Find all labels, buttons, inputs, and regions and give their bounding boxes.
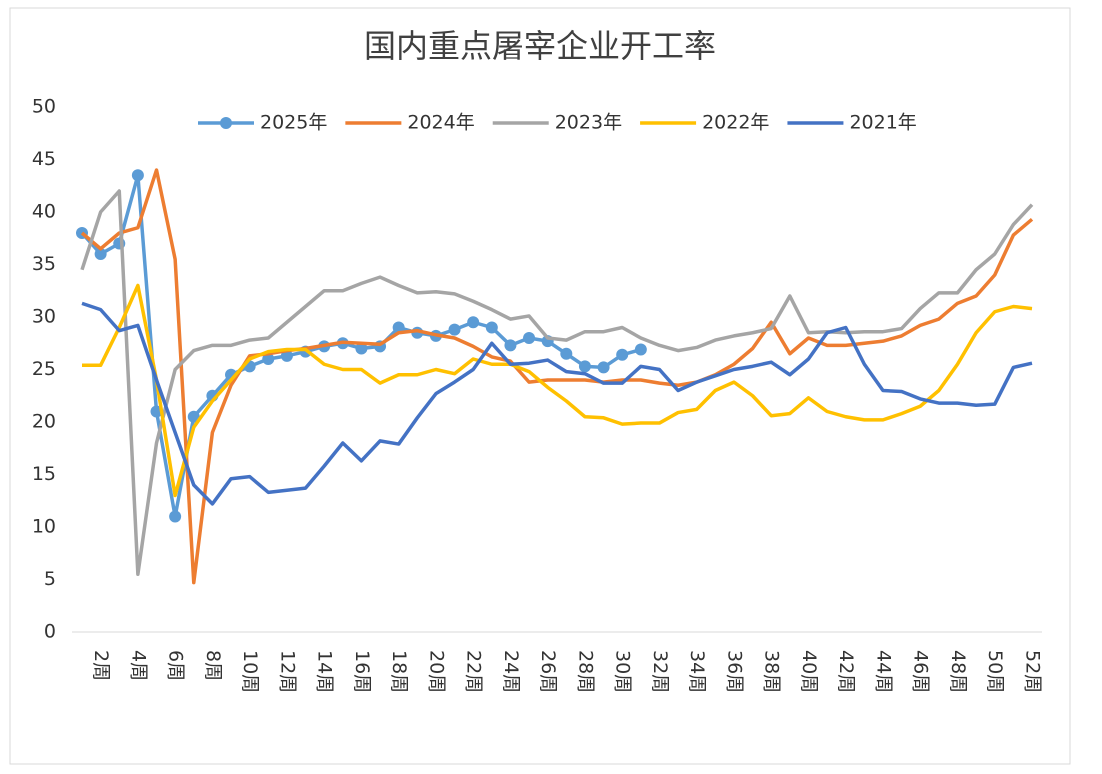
point [597, 361, 610, 374]
x-tick-label: 2周 [90, 650, 112, 681]
series-line [80, 189, 1034, 576]
y-tick-label: 35 [32, 253, 56, 275]
legend-label: 2021年 [849, 112, 916, 134]
y-tick-label: 0 [44, 621, 56, 643]
point [392, 321, 405, 334]
y-tick-label: 30 [32, 306, 56, 328]
point [262, 353, 275, 365]
x-tick-label: 44周 [872, 650, 894, 693]
y-tick-label: 25 [32, 358, 56, 380]
y-tick-label: 10 [32, 516, 56, 538]
x-tick-label: 28周 [574, 650, 596, 693]
point [578, 360, 591, 373]
legend-label: 2023年 [555, 112, 622, 134]
y-tick-label: 50 [32, 96, 56, 118]
y-tick-label: 40 [32, 201, 56, 223]
point [131, 169, 144, 182]
x-tick-label: 8周 [202, 650, 224, 681]
chart-frame [9, 7, 1071, 765]
y-tick-label: 20 [32, 411, 56, 433]
x-tick-label: 48周 [947, 650, 969, 693]
x-tick-label: 32周 [649, 650, 671, 693]
x-tick-label: 42周 [835, 650, 857, 693]
point [504, 339, 517, 352]
point [616, 348, 629, 361]
x-tick-label: 34周 [686, 650, 708, 693]
point [467, 316, 480, 329]
series-line [82, 283, 1033, 498]
x-tick-label: 22周 [463, 650, 485, 693]
x-tick-label: 6周 [165, 650, 187, 681]
point [169, 510, 182, 523]
y-tick-label: 5 [44, 568, 56, 590]
point [355, 342, 368, 355]
x-tick-label: 12周 [276, 650, 298, 693]
x-tick-label: 50周 [984, 650, 1006, 693]
x-tick-label: 46周 [910, 650, 932, 693]
legend-marker [220, 117, 232, 129]
point [523, 332, 536, 344]
x-tick-label: 40周 [798, 650, 820, 693]
x-tick-label: 36周 [723, 650, 745, 693]
point [94, 248, 107, 260]
legend-label: 2025年 [260, 112, 327, 134]
x-tick-label: 18周 [388, 650, 410, 693]
x-tick-label: 30周 [612, 650, 634, 693]
x-tick-label: 24周 [500, 650, 522, 693]
point [634, 343, 647, 356]
point [187, 410, 200, 423]
chart-title: 国内重点屠宰企业开工率 [364, 27, 716, 65]
point [560, 347, 573, 360]
x-tick-label: 16周 [351, 650, 373, 693]
y-tick-label: 45 [32, 148, 56, 170]
x-tick-label: 52周 [1022, 650, 1044, 693]
x-tick-label: 4周 [127, 650, 149, 681]
x-tick-label: 20周 [425, 650, 447, 693]
x-tick-label: 38周 [761, 650, 783, 693]
series-line [81, 301, 1033, 506]
x-tick-label: 14周 [314, 650, 336, 693]
y-tick-label: 15 [32, 463, 56, 485]
legend-label: 2024年 [407, 112, 474, 134]
legend-label: 2022年 [702, 112, 769, 134]
x-tick-label: 10周 [239, 650, 261, 693]
point [485, 321, 498, 334]
point [448, 323, 461, 336]
x-tick-label: 26周 [537, 650, 559, 693]
